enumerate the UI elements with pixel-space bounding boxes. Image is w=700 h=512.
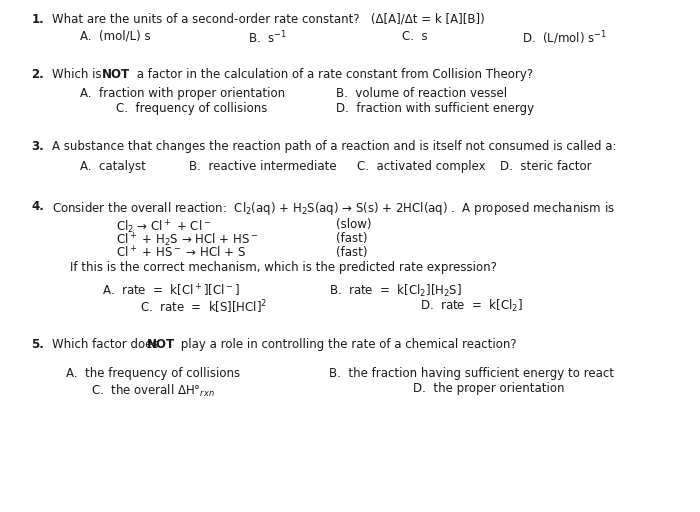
Text: C.  rate  =  k[S][HCl]$^2$: C. rate = k[S][HCl]$^2$ [140, 298, 267, 315]
Text: play a role in controlling the rate of a chemical reaction?: play a role in controlling the rate of a… [177, 338, 517, 351]
Text: A.  rate  =  k[Cl$^+$][Cl$^-$]: A. rate = k[Cl$^+$][Cl$^-$] [102, 283, 239, 300]
Text: B.  the fraction having sufficient energy to react: B. the fraction having sufficient energy… [329, 367, 614, 380]
Text: 5.: 5. [32, 338, 44, 351]
Text: 2.: 2. [32, 68, 44, 80]
Text: C.  the overall ΔH°$_{rxn}$: C. the overall ΔH°$_{rxn}$ [91, 382, 215, 398]
Text: C.  frequency of collisions: C. frequency of collisions [116, 102, 267, 115]
Text: What are the units of a second-order rate constant?   (Δ[A]/Δt = k [A][B]): What are the units of a second-order rat… [52, 13, 485, 26]
Text: (fast): (fast) [336, 232, 368, 245]
Text: A substance that changes the reaction path of a reaction and is itself not consu: A substance that changes the reaction pa… [52, 140, 617, 153]
Text: (slow): (slow) [336, 218, 372, 231]
Text: Cl$^+$ + HS$^-$ → HCl + S: Cl$^+$ + HS$^-$ → HCl + S [116, 246, 246, 261]
Text: D.  the proper orientation: D. the proper orientation [413, 382, 564, 395]
Text: C.  s: C. s [402, 30, 428, 42]
Text: If this is the correct mechanism, which is the predicted rate expression?: If this is the correct mechanism, which … [70, 261, 497, 273]
Text: A.  fraction with proper orientation: A. fraction with proper orientation [80, 87, 286, 100]
Text: 4.: 4. [32, 200, 44, 212]
Text: B.  rate  =  k[Cl$_2$][H$_2$S]: B. rate = k[Cl$_2$][H$_2$S] [329, 283, 462, 299]
Text: Cl$^+$ + H$_2$S → HCl + HS$^-$: Cl$^+$ + H$_2$S → HCl + HS$^-$ [116, 232, 258, 249]
Text: 3.: 3. [32, 140, 44, 153]
Text: B.  reactive intermediate: B. reactive intermediate [189, 160, 337, 173]
Text: A.  the frequency of collisions: A. the frequency of collisions [66, 367, 241, 380]
Text: a factor in the calculation of a rate constant from Collision Theory?: a factor in the calculation of a rate co… [133, 68, 533, 80]
Text: C.  activated complex: C. activated complex [357, 160, 486, 173]
Text: Which factor does: Which factor does [52, 338, 162, 351]
Text: A.  catalyst: A. catalyst [80, 160, 146, 173]
Text: D.  (L/mol) s$^{-1}$: D. (L/mol) s$^{-1}$ [522, 30, 607, 47]
Text: NOT: NOT [147, 338, 175, 351]
Text: NOT: NOT [102, 68, 130, 80]
Text: (fast): (fast) [336, 246, 368, 259]
Text: D.  rate  =  k[Cl$_2$]: D. rate = k[Cl$_2$] [420, 298, 523, 314]
Text: Which is: Which is [52, 68, 106, 80]
Text: Consider the overall reaction:  Cl$_2$(aq) + H$_2$S(aq) → S(s) + 2HCl(aq) .  A p: Consider the overall reaction: Cl$_2$(aq… [52, 200, 615, 217]
Text: Cl$_2$ → Cl$^+$ + Cl$^-$: Cl$_2$ → Cl$^+$ + Cl$^-$ [116, 218, 211, 236]
Text: D.  fraction with sufficient energy: D. fraction with sufficient energy [336, 102, 534, 115]
Text: B.  volume of reaction vessel: B. volume of reaction vessel [336, 87, 507, 100]
Text: B.  s$^{-1}$: B. s$^{-1}$ [248, 30, 288, 46]
Text: 1.: 1. [32, 13, 44, 26]
Text: D.  steric factor: D. steric factor [500, 160, 592, 173]
Text: A.  (mol/L) s: A. (mol/L) s [80, 30, 151, 42]
